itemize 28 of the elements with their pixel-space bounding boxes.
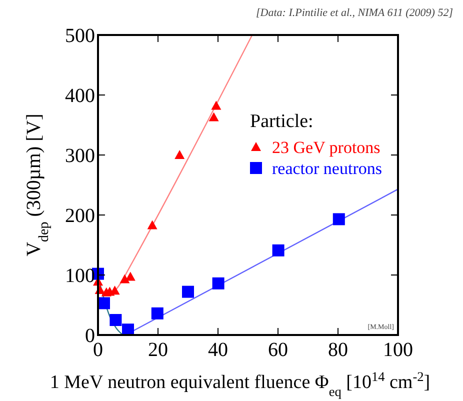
legend-label: reactor neutrons bbox=[272, 159, 382, 178]
x-axis-title: 1 MeV neutron equivalent fluence Φ$_{eq}$ [10$^{14}$ cm$^{-2}$] bbox=[50, 368, 430, 398]
point bbox=[182, 286, 194, 298]
point bbox=[211, 100, 222, 110]
y-tick-label: 500 bbox=[65, 25, 95, 47]
point bbox=[110, 314, 122, 326]
y-tick-label: 200 bbox=[65, 205, 95, 227]
point bbox=[98, 297, 110, 310]
point bbox=[174, 150, 185, 159]
point bbox=[272, 244, 284, 256]
y-tick-label: 0 bbox=[85, 325, 95, 347]
point bbox=[208, 112, 219, 122]
x-tick-label: 40 bbox=[208, 339, 228, 361]
legend-title: Particle: bbox=[250, 111, 314, 132]
legend-label: 23 GeV protons bbox=[272, 138, 380, 157]
y-tick-label: 100 bbox=[65, 265, 95, 287]
point bbox=[125, 272, 136, 281]
point bbox=[151, 307, 164, 320]
point bbox=[147, 220, 158, 230]
text: [Data: I.Pintilie et al., NIMA 611 (2009) 52] bbox=[256, 7, 453, 19]
y-tick-label: 400 bbox=[65, 85, 95, 107]
x-tick-label: 80 bbox=[328, 339, 348, 361]
x-tick-label: 60 bbox=[268, 339, 288, 361]
point bbox=[332, 213, 345, 226]
x-tick-label: 20 bbox=[148, 339, 168, 361]
y-tick-label: 300 bbox=[65, 145, 95, 167]
point bbox=[212, 277, 224, 290]
x-tick-label: 100 bbox=[383, 339, 413, 361]
